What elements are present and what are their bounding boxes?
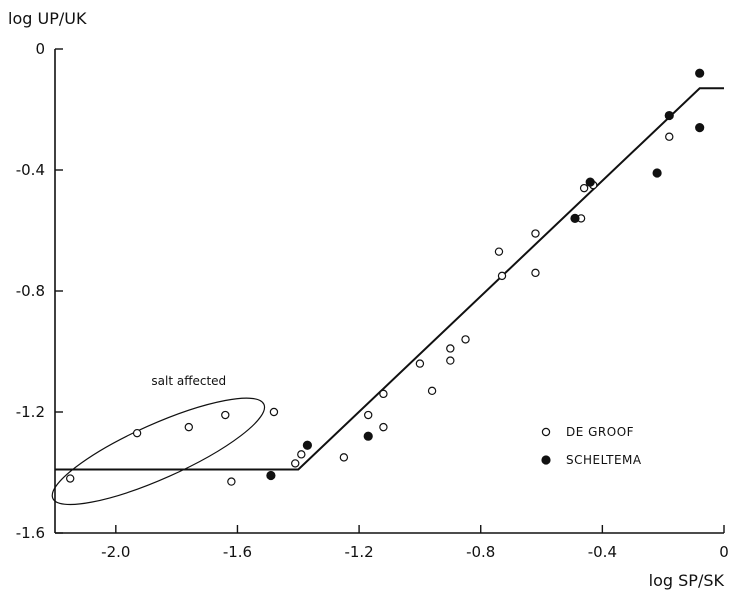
scheltema-point — [266, 470, 276, 481]
de-groof-point — [461, 335, 470, 344]
y-tick-label: -1.2 — [16, 403, 45, 421]
de-groof-point — [497, 271, 507, 281]
de-groof-point — [446, 344, 455, 353]
axes: -2.0 -1.6 -1.2 -0.8 -0.4 0 0 -0.4 -0.8 -1.2 -1.6 — [16, 40, 729, 561]
de-groof-point — [227, 477, 236, 486]
de-groof-point — [379, 389, 388, 399]
de-groof-point — [221, 410, 230, 420]
de-groof-point — [446, 356, 455, 365]
de-groof-point — [66, 474, 75, 483]
de-groof-point — [184, 422, 193, 432]
de-groof-point — [427, 386, 437, 396]
de-groof-point — [531, 268, 540, 278]
de-groof-point — [579, 183, 589, 193]
de-groof-point — [339, 453, 349, 462]
salt-affected-label: salt affected — [151, 374, 226, 388]
de-groof-point — [415, 359, 425, 368]
legend-marker-scheltema — [541, 455, 551, 465]
scheltema-point — [652, 168, 662, 178]
de-groof-point — [531, 229, 540, 238]
scheltema-point — [695, 123, 705, 133]
de-groof-point — [269, 407, 279, 417]
de-groof-point — [665, 132, 674, 141]
fitted-line — [55, 87, 724, 471]
de-groof-point — [379, 422, 388, 432]
fitted-line-group — [55, 87, 724, 471]
scheltema-point — [664, 110, 674, 121]
salt-affected-ellipse — [51, 397, 266, 506]
scheltema-point — [363, 431, 373, 441]
scheltema-point — [585, 177, 595, 187]
de-groof-point — [364, 410, 373, 420]
scheltema-point — [302, 440, 312, 450]
de-groof-point — [132, 428, 142, 438]
x-tick-label: -2.0 — [101, 543, 130, 561]
scheltema-point — [695, 68, 705, 78]
x-tick-label: -1.6 — [223, 543, 252, 561]
y-tick-label: -0.4 — [16, 161, 45, 179]
scheltema-point — [570, 213, 580, 223]
x-axis-title: log SP/SK — [649, 571, 725, 590]
x-tick-label: 0 — [719, 543, 729, 561]
y-tick-label: -0.8 — [16, 282, 45, 300]
de-groof-point — [291, 459, 300, 468]
legend: DE GROOF SCHELTEMA — [541, 425, 642, 467]
legend-label-scheltema: SCHELTEMA — [566, 453, 642, 467]
y-tick-label: 0 — [35, 40, 45, 58]
x-tick-label: -0.4 — [588, 543, 617, 561]
de-groof-point — [297, 450, 306, 459]
legend-label-de-groof: DE GROOF — [566, 425, 634, 439]
y-axis-title: log UP/UK — [8, 9, 87, 28]
legend-marker-de-groof — [541, 427, 551, 437]
data-points — [66, 68, 705, 486]
y-tick-label: -1.6 — [16, 524, 45, 542]
de-groof-point — [494, 247, 504, 256]
salt-affected-annotation: salt affected — [51, 374, 266, 506]
x-tick-label: -0.8 — [466, 543, 495, 561]
x-tick-label: -1.2 — [344, 543, 373, 561]
